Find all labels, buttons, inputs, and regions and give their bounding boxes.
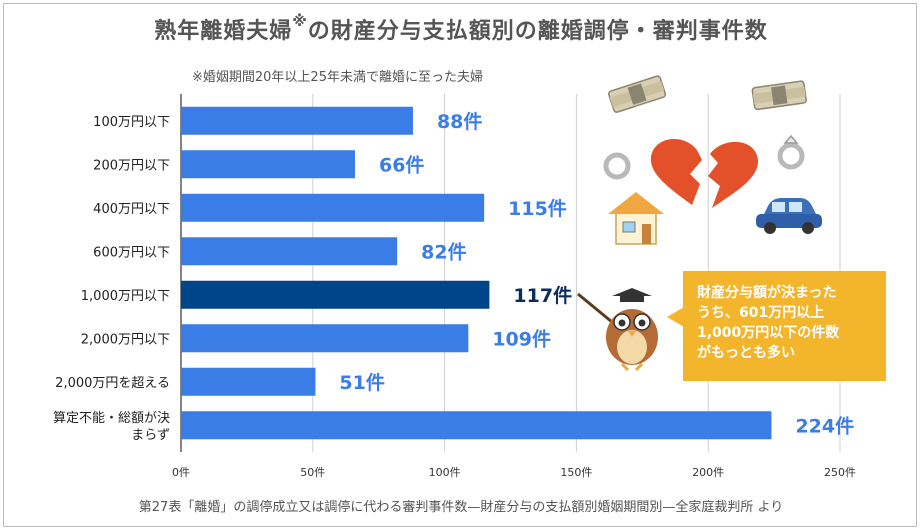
broken-heart-icon: [650, 139, 759, 208]
car-icon: [756, 198, 822, 234]
category-label: 1,000万円以下: [81, 289, 170, 304]
category-label-line: 400万円以下: [93, 202, 170, 217]
category-label: 2,000万円以下: [81, 332, 170, 347]
x-tick-label: 0件: [172, 466, 190, 479]
value-label: 224件: [795, 414, 854, 437]
money-bundle-icon: [751, 80, 807, 111]
ring-icon: [603, 152, 631, 180]
title-suffix: の財産分与支払額別の離婚調停・審判事件数: [307, 19, 768, 44]
bar: [181, 280, 490, 309]
x-tick-label: 150件: [560, 466, 592, 479]
bar: [181, 237, 398, 266]
value-label: 88件: [437, 110, 482, 133]
category-label-line: 1,000万円以下: [81, 289, 170, 304]
category-labels: 100万円以下 200万円以下 400万円以下 600万円以下 1,000万円以下 2,0…: [53, 115, 170, 443]
title-mark: ※: [292, 11, 308, 30]
bar: [181, 324, 469, 353]
category-label: 400万円以下: [93, 202, 170, 217]
category-label-line: 600万円以下: [93, 245, 170, 260]
x-tick-label: 100件: [429, 466, 461, 479]
x-tick-label: 50件: [300, 466, 325, 479]
callout-line: 財産分与額が決まった: [697, 285, 837, 301]
bar: [181, 150, 355, 179]
bars: [181, 106, 772, 440]
bar: [181, 106, 413, 135]
x-tick-label: 250件: [824, 466, 856, 479]
value-label: 117件: [513, 284, 572, 307]
category-label-line: まらず: [131, 428, 170, 443]
value-label: 109件: [492, 327, 551, 350]
source-note: 第27表「離婚」の調停成立又は調停に代わる審判事件数—財産分与の支払額別婚姻期間…: [138, 500, 784, 515]
value-label: 115件: [508, 197, 567, 220]
category-label-line: 200万円以下: [93, 158, 170, 173]
house-icon: [608, 192, 664, 245]
bar: [181, 411, 772, 440]
owl-teacher-icon: [577, 288, 658, 372]
value-labels: 88件 66件 115件 82件 117件 109件 51件 224件: [339, 110, 854, 438]
callout-line: 1,000万円以下の件数: [697, 325, 840, 341]
title-main: 熟年離婚夫婦: [154, 19, 293, 44]
chart-title: 熟年離婚夫婦※の財産分与支払額別の離婚調停・審判事件数: [0, 11, 922, 45]
bar: [181, 367, 316, 396]
category-label-line: 算定不能・総額が決: [53, 411, 170, 426]
category-label: 算定不能・総額が決まらず: [53, 411, 170, 443]
category-label-line: 2,000万円を超える: [55, 376, 170, 391]
value-label: 82件: [421, 240, 466, 263]
category-label: 2,000万円を超える: [55, 376, 170, 391]
callout-line: がもっとも多い: [697, 345, 795, 361]
bar: [181, 193, 485, 222]
category-label-line: 100万円以下: [93, 115, 170, 130]
money-bundle-icon: [608, 75, 667, 113]
category-label: 100万円以下: [93, 115, 170, 130]
value-label: 51件: [339, 371, 384, 394]
category-label-line: 2,000万円以下: [81, 332, 170, 347]
category-label: 200万円以下: [93, 158, 170, 173]
value-label: 66件: [379, 153, 424, 176]
chart-note: ※婚姻期間20年以上25年未満で離婚に至った夫婦: [192, 70, 483, 85]
callout-pointer: [667, 307, 684, 327]
x-tick-label: 200件: [692, 466, 724, 479]
ring-icon: [777, 134, 805, 170]
callout-box: 財産分与額が決まった うち、601万円以上 1,000万円以下の件数 がもっとも…: [683, 271, 886, 381]
callout-line: うち、601万円以上: [697, 305, 825, 321]
category-label: 600万円以下: [93, 245, 170, 260]
tick-labels: 0件 50件 100件 150件 200件 250件: [172, 466, 856, 479]
